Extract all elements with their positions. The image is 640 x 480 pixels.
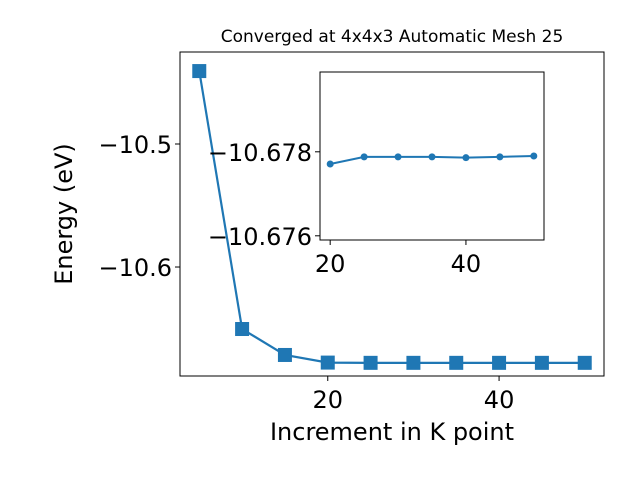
- marker: [496, 153, 504, 161]
- marker: [192, 64, 207, 79]
- marker: [320, 355, 335, 370]
- marker: [492, 355, 507, 370]
- marker: [326, 160, 334, 168]
- x-tick-label: 20: [315, 250, 346, 278]
- line: [198, 70, 585, 364]
- marker: [363, 355, 378, 370]
- x-tick-label: 40: [451, 250, 482, 278]
- marker: [534, 355, 549, 370]
- y-tick-label: −10.676: [208, 223, 312, 251]
- chart-title: Converged at 4x4x3 Automatic Mesh 25: [221, 27, 564, 47]
- y-axis-label: Energy (eV): [50, 143, 78, 285]
- x-axis-label: Increment in K point: [270, 418, 514, 446]
- y-tick-label: −10.678: [208, 139, 312, 167]
- marker: [360, 153, 368, 161]
- y-tick-label: −10.6: [98, 254, 172, 282]
- marker: [449, 355, 464, 370]
- x-tick-label: 40: [484, 386, 515, 414]
- marker: [277, 347, 292, 362]
- marker: [462, 154, 470, 162]
- marker: [530, 152, 538, 160]
- marker: [235, 322, 250, 337]
- x-tick-label: 20: [312, 386, 343, 414]
- y-tick-label: −10.5: [98, 131, 172, 159]
- marker: [428, 153, 436, 161]
- marker: [577, 355, 592, 370]
- marker: [406, 355, 421, 370]
- marker: [394, 153, 402, 161]
